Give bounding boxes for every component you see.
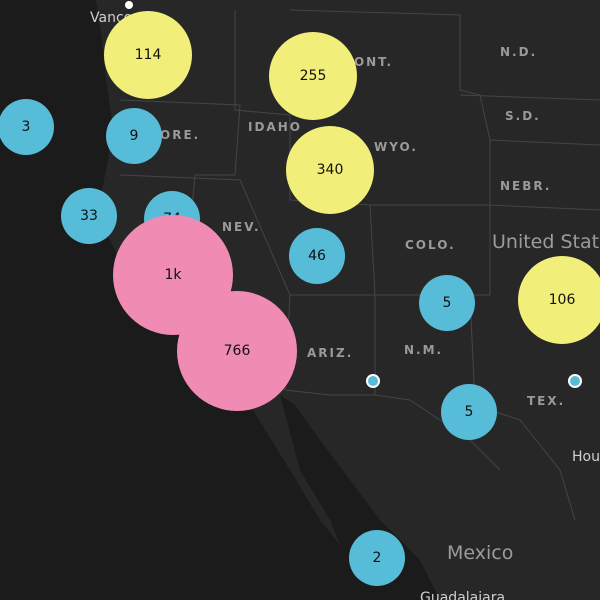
cluster-circle[interactable]	[286, 126, 374, 214]
cluster-count[interactable]: 114	[135, 47, 162, 63]
cluster-circle[interactable]	[419, 275, 475, 331]
cluster[interactable]: 46	[289, 228, 345, 284]
land	[96, 0, 600, 600]
cluster[interactable]: 106	[518, 256, 600, 344]
cluster-circle[interactable]	[106, 108, 162, 164]
cluster-count[interactable]: 2	[373, 550, 382, 566]
cluster-circle[interactable]	[61, 188, 117, 244]
cluster[interactable]: 5	[441, 384, 497, 440]
cluster-circle[interactable]	[441, 384, 497, 440]
cluster-count[interactable]: 5	[443, 295, 452, 311]
cluster-circle[interactable]	[349, 530, 405, 586]
city-dot	[125, 1, 133, 9]
country-label: United States	[492, 231, 600, 253]
cluster-circle[interactable]	[518, 256, 600, 344]
state-label: N.D.	[500, 45, 537, 59]
cluster[interactable]: 766	[177, 291, 297, 411]
state-label: NEBR.	[500, 179, 551, 193]
single-marker[interactable]	[366, 374, 380, 388]
cluster-count[interactable]: 766	[224, 343, 251, 359]
cluster-count[interactable]: 5	[465, 404, 474, 420]
state-borders	[119, 9, 600, 521]
clusters: 1142553934033741k46510676652	[0, 11, 600, 586]
city-label: Guadalajara	[420, 590, 505, 600]
cluster[interactable]: 33	[61, 188, 117, 244]
cluster-count[interactable]: 106	[549, 292, 576, 308]
cluster-circle[interactable]	[269, 32, 357, 120]
cluster-count[interactable]: 3	[22, 119, 31, 135]
cluster[interactable]: 2	[349, 530, 405, 586]
cluster-count[interactable]: 46	[308, 248, 326, 264]
cluster-count[interactable]: 1k	[164, 267, 182, 283]
single-marker[interactable]	[568, 374, 582, 388]
cluster[interactable]: 114	[104, 11, 192, 99]
cluster-count[interactable]: 340	[317, 162, 344, 178]
cluster-circle[interactable]	[177, 291, 297, 411]
cluster[interactable]: 5	[419, 275, 475, 331]
cluster-count[interactable]: 33	[80, 208, 98, 224]
state-label: TEX.	[527, 394, 565, 408]
cluster[interactable]: 3	[0, 99, 54, 155]
state-label: ORE.	[160, 128, 200, 142]
cluster[interactable]: 255	[269, 32, 357, 120]
cluster-circle[interactable]	[0, 99, 54, 155]
state-label: N.M.	[404, 343, 443, 357]
city-label: Houston	[572, 449, 600, 465]
cluster-circle[interactable]	[104, 11, 192, 99]
cluster-circle[interactable]	[289, 228, 345, 284]
state-label: WYO.	[374, 140, 418, 154]
country-label: Mexico	[447, 542, 513, 564]
state-label: S.D.	[505, 109, 541, 123]
state-label: IDAHO	[248, 120, 302, 134]
cluster-count[interactable]: 9	[130, 128, 139, 144]
cluster-count[interactable]: 255	[300, 68, 327, 84]
state-label: ARIZ.	[307, 346, 353, 360]
cluster[interactable]: 340	[286, 126, 374, 214]
cluster[interactable]: 9	[106, 108, 162, 164]
state-label: NEV.	[222, 220, 261, 234]
state-label: COLO.	[405, 238, 456, 252]
